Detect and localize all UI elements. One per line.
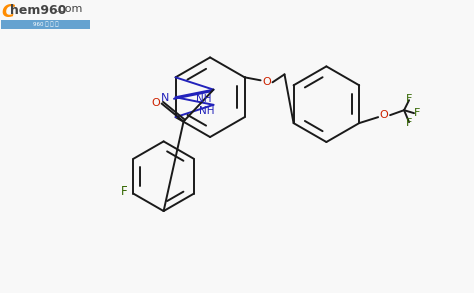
Text: O: O bbox=[380, 110, 389, 120]
Text: C: C bbox=[2, 3, 15, 21]
Text: NH: NH bbox=[199, 105, 214, 115]
Text: NH: NH bbox=[196, 94, 211, 104]
Text: F: F bbox=[406, 94, 412, 104]
Text: F: F bbox=[414, 108, 420, 118]
Text: O: O bbox=[151, 98, 160, 108]
Text: F: F bbox=[406, 118, 412, 128]
Text: 960 化 工 网: 960 化 工 网 bbox=[33, 21, 58, 27]
Text: F: F bbox=[121, 185, 128, 198]
Text: O: O bbox=[262, 77, 271, 87]
Bar bbox=[0, 20, 91, 28]
Text: hem960: hem960 bbox=[9, 4, 66, 17]
Text: .com: .com bbox=[55, 4, 83, 14]
Text: N: N bbox=[160, 93, 169, 103]
